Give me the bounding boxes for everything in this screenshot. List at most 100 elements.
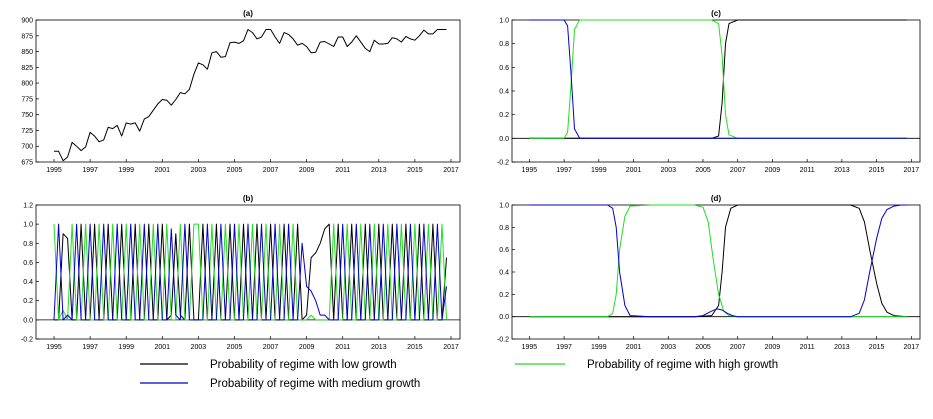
x-tick-label: 2005: [695, 344, 711, 351]
x-tick-label: 2013: [371, 344, 387, 351]
y-tick-label: 675: [21, 160, 33, 167]
x-tick-label: 2009: [765, 167, 781, 174]
series-line-d-0: [529, 204, 908, 318]
y-tick-label: 0.0: [499, 136, 509, 143]
series-line-d-1: [529, 204, 907, 318]
x-tick-label: 2005: [227, 167, 243, 174]
plot-frame: [35, 19, 461, 163]
x-tick-label: 2001: [626, 344, 642, 351]
y-tick-label: 1.0: [23, 222, 33, 229]
panel-d: (d) -0.2 0.0 0.2 0.4 0.6 0.8 1.0 1995 1997 1999 200…: [497, 194, 921, 351]
x-tick-label: 1995: [46, 167, 62, 174]
x-tick-label: 2015: [407, 344, 423, 351]
x-tick-label: 2011: [335, 344, 350, 351]
x-tick-label: 2011: [800, 344, 815, 351]
series-line-a-0: [54, 29, 447, 162]
x-tick-label: 2007: [263, 344, 279, 351]
x-tick-label: 2007: [730, 167, 746, 174]
panel-a: (a) 675 700 725 750 775 800 825 850 875 900 1995 199…: [21, 9, 461, 174]
y-tick-label: 0.2: [499, 292, 509, 299]
x-tick-label: 1995: [522, 167, 538, 174]
series-line-d-2: [529, 204, 907, 318]
x-tick-label: 2017: [443, 167, 459, 174]
y-tick-label: -0.2: [21, 337, 33, 344]
x-tick-label: 2011: [335, 167, 350, 174]
legend-label-0: Probability of regime with low growth: [210, 359, 397, 371]
legend-label-1: Probability of regime with high growth: [587, 359, 778, 371]
legend: Probability of regime with low growth Pro…: [140, 359, 778, 390]
x-tick-label: 2001: [626, 167, 642, 174]
plot-frame: [35, 204, 461, 340]
plot-frame: [511, 19, 921, 163]
x-tick-label: 2005: [695, 167, 711, 174]
panel-title-b: (b): [243, 194, 254, 203]
x-tick-label: 2007: [730, 344, 746, 351]
y-tick-label: 0.6: [499, 247, 509, 254]
x-tick-label: 2003: [660, 344, 676, 351]
y-tick-label: 0.6: [23, 260, 33, 267]
series-line-c-1: [529, 19, 907, 139]
series-line-c-2: [529, 19, 907, 139]
x-tick-label: 1999: [118, 167, 134, 174]
series-line-c-0: [529, 19, 907, 139]
panel-c: (c) -0.2 0.0 0.2 0.4 0.6 0.8 1.0 1995 1997 1999 200…: [497, 9, 921, 174]
x-tick-label: 2003: [660, 167, 676, 174]
x-tick-label: 2013: [834, 344, 850, 351]
y-tick-label: -0.2: [497, 337, 509, 344]
y-tick-label: 1.0: [499, 203, 509, 210]
y-tick-label: 0.8: [499, 225, 509, 232]
x-tick-label: 2015: [407, 167, 423, 174]
y-tick-label: 0.2: [23, 298, 33, 305]
x-tick-label: 2017: [443, 344, 459, 351]
x-tick-label: 2009: [299, 344, 315, 351]
x-tick-label: 1999: [591, 167, 607, 174]
y-tick-label: 0.8: [499, 41, 509, 48]
plot-frame: [511, 204, 921, 340]
x-tick-label: 1997: [82, 167, 98, 174]
x-tick-label: 2015: [869, 167, 885, 174]
y-tick-label: -0.2: [497, 160, 509, 167]
x-tick-label: 2001: [155, 344, 171, 351]
x-tick-label: 2013: [371, 167, 387, 174]
x-tick-label: 2011: [800, 167, 815, 174]
x-tick-label: 2017: [904, 344, 920, 351]
legend-label-2: Probability of regime with medium growth: [210, 378, 420, 390]
panel-b: (b) -0.2 0.0 0.2 0.4 0.6 0.8 1.0 1.2 1995 1997 1999…: [21, 194, 461, 351]
x-tick-label: 2009: [765, 344, 781, 351]
panel-title-c: (c): [711, 9, 721, 18]
y-tick-label: 1.0: [499, 18, 509, 25]
x-tick-label: 2001: [155, 167, 171, 174]
panel-title-d: (d): [711, 194, 722, 203]
panel-title-a: (a): [243, 9, 253, 18]
x-tick-label: 2017: [904, 167, 920, 174]
y-tick-label: 825: [21, 65, 33, 72]
y-tick-label: 850: [21, 49, 33, 56]
y-tick-label: 800: [21, 81, 33, 88]
y-tick-label: 0.0: [23, 317, 33, 324]
y-tick-label: 0.4: [499, 89, 509, 96]
y-tick-label: 0.6: [499, 65, 509, 72]
x-tick-label: 2003: [191, 344, 207, 351]
x-tick-label: 1999: [591, 344, 607, 351]
y-tick-label: 0.8: [23, 241, 33, 248]
x-tick-label: 1997: [82, 344, 98, 351]
y-tick-label: 775: [21, 96, 33, 103]
x-tick-label: 1997: [556, 167, 572, 174]
y-tick-label: 700: [21, 144, 33, 151]
series-line-b-2: [53, 223, 447, 321]
x-tick-label: 2009: [299, 167, 315, 174]
y-tick-label: 900: [21, 18, 33, 25]
y-tick-label: 0.4: [499, 270, 509, 277]
y-tick-label: 750: [21, 112, 33, 119]
x-tick-label: 1999: [118, 344, 134, 351]
x-tick-label: 1995: [46, 344, 62, 351]
x-tick-label: 2003: [191, 167, 207, 174]
x-tick-label: 1995: [522, 344, 538, 351]
y-tick-label: 725: [21, 128, 33, 135]
x-tick-label: 2007: [263, 167, 279, 174]
x-tick-label: 2015: [869, 344, 885, 351]
y-tick-label: 875: [21, 33, 33, 40]
x-tick-label: 2005: [227, 344, 243, 351]
y-tick-label: 1.2: [23, 203, 33, 210]
